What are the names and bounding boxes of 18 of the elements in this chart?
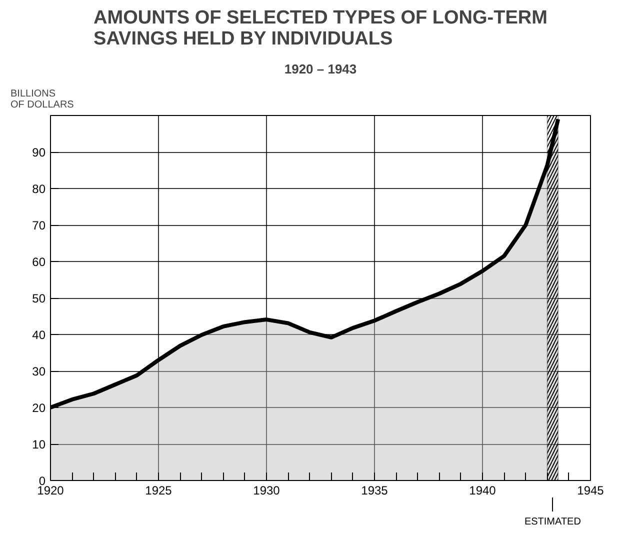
y-tick-label: 50 [32, 292, 46, 306]
y-tick-label: 90 [32, 146, 46, 160]
y-tick-label: 40 [32, 328, 46, 342]
band-label: ESTIMATED [524, 516, 581, 528]
x-tick-label: 1935 [361, 484, 388, 498]
x-tick-label: 1930 [253, 484, 280, 498]
y-tick-label: 10 [32, 438, 46, 452]
y-tick-label: 80 [32, 182, 46, 196]
x-tick-label: 1945 [577, 484, 604, 498]
x-tick-label: 1940 [469, 484, 496, 498]
x-tick-label: 1925 [145, 484, 172, 498]
chart-subtitle: 1920 – 1943 [284, 62, 357, 76]
y-axis-title: BILLIONS OF DOLLARS [10, 88, 74, 110]
chart-title: AMOUNTS OF SELECTED TYPES OF LONG-TERM SAVINGS HELD BY INDIVIDUALS [94, 8, 548, 50]
y-tick-label: 70 [32, 218, 46, 232]
y-tick-label: 30 [32, 364, 46, 378]
y-tick-label: 60 [32, 255, 46, 269]
y-tick-label: 20 [32, 401, 46, 415]
